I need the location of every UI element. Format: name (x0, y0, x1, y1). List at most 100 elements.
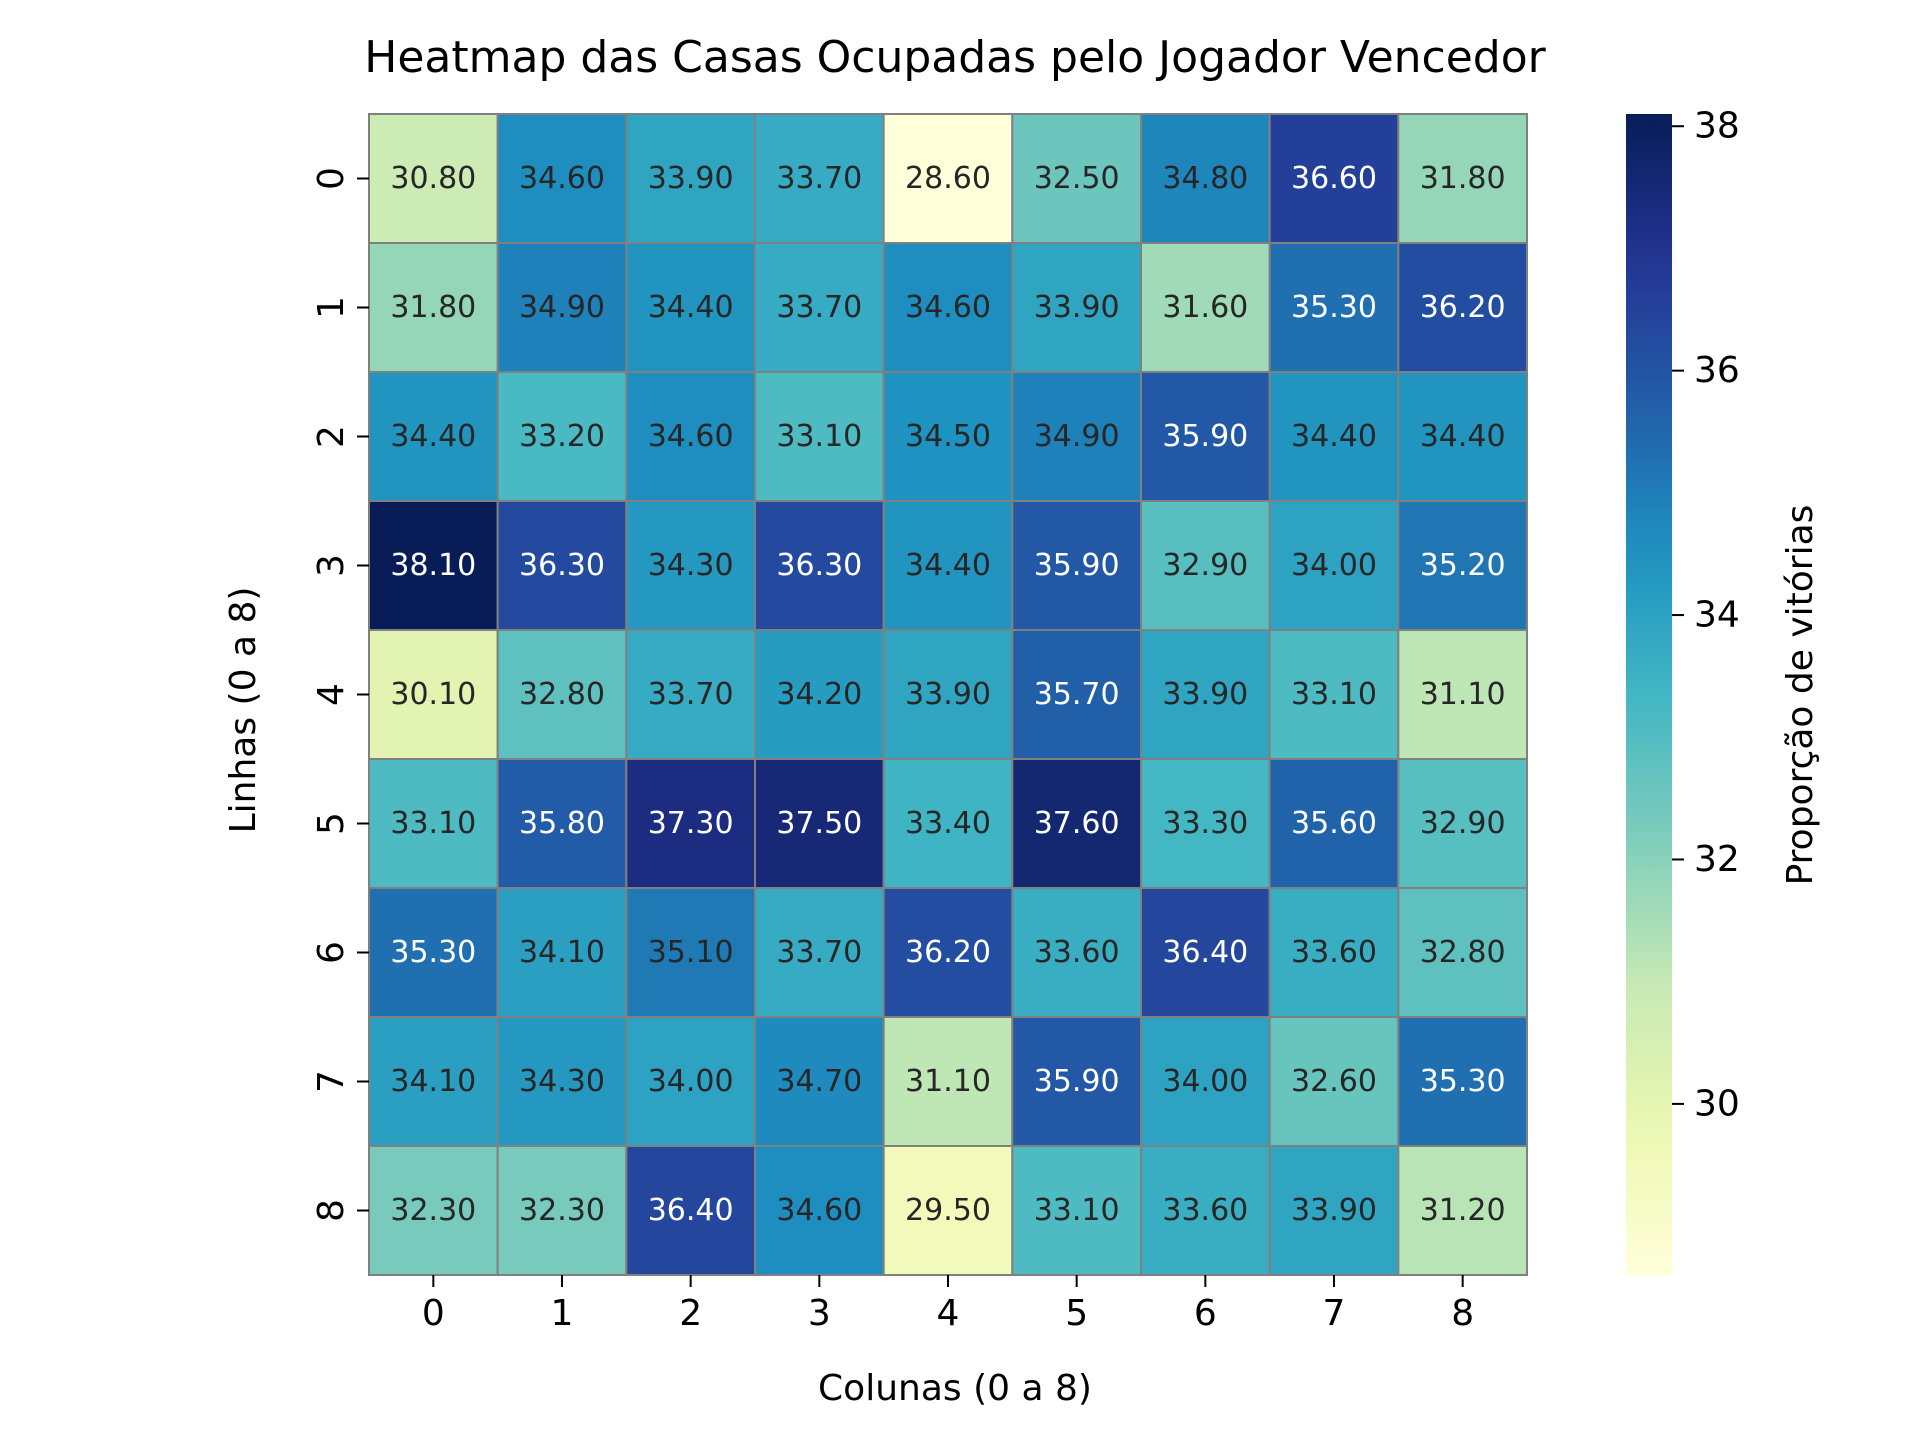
cell-value-label: 31.60 (1162, 290, 1248, 325)
cell-value-label: 33.90 (1291, 1193, 1377, 1228)
x-tick-label: 7 (1323, 1293, 1346, 1334)
heatmap-cell (625, 1016, 756, 1147)
heatmap-cell (625, 758, 756, 889)
y-axis-ticks: 0 1 2 3 4 5 6 7 8 (311, 167, 369, 1222)
heatmap-cell (1397, 242, 1529, 373)
heatmap-cell (882, 758, 1014, 889)
heatmap-cell (496, 371, 628, 502)
heatmap-cell (1397, 1145, 1529, 1276)
cell-value-label: 35.60 (1291, 806, 1377, 841)
cell-value-label: 33.10 (1034, 1193, 1120, 1228)
heatmap-cell (496, 1145, 628, 1276)
y-tick-label: 3 (311, 554, 352, 577)
cell-value-label: 31.20 (1420, 1193, 1506, 1228)
colorbar-label: Proporção de vitórias (1780, 505, 1821, 886)
cell-value-label: 36.60 (1291, 161, 1377, 196)
cell-value-label: 33.10 (390, 806, 476, 841)
heatmap-cell (368, 371, 499, 502)
colorbar-ticks: 30 32 34 36 38 (1672, 106, 1740, 1124)
cell-value-label: 34.00 (1291, 548, 1377, 583)
cell-value-label: 33.60 (1162, 1193, 1248, 1228)
cell-value-label: 33.10 (1291, 677, 1377, 712)
x-tick-label: 4 (937, 1293, 960, 1334)
cell-value-label: 37.50 (776, 806, 862, 841)
cell-value-label: 34.10 (519, 935, 605, 970)
cell-value-label: 34.30 (519, 1064, 605, 1099)
heatmap-cell (625, 629, 756, 760)
heatmap-cell (496, 629, 628, 760)
heatmap-cell (754, 113, 885, 244)
cell-value-label: 32.80 (1420, 935, 1506, 970)
heatmap-cell (496, 758, 628, 889)
x-axis-label: Colunas (0 a 8) (818, 1368, 1092, 1409)
cell-value-label: 35.90 (1034, 1064, 1120, 1099)
heatmap-cell (1011, 629, 1142, 760)
cell-value-label: 34.80 (1162, 161, 1248, 196)
cell-value-label: 36.40 (648, 1193, 734, 1228)
cell-value-label: 31.10 (1420, 677, 1506, 712)
heatmap-cell (754, 1145, 885, 1276)
cell-value-label: 34.00 (1162, 1064, 1248, 1099)
cell-value-label: 34.30 (648, 548, 734, 583)
cell-value-label: 34.60 (519, 161, 605, 196)
cell-value-label: 34.90 (519, 290, 605, 325)
heatmap-cell (1011, 113, 1142, 244)
cell-value-label: 35.30 (390, 935, 476, 970)
heatmap-cell (1397, 371, 1529, 502)
cell-value-label: 37.30 (648, 806, 734, 841)
heatmap-cell (368, 629, 499, 760)
heatmap-cell (496, 500, 628, 631)
cell-value-label: 33.90 (905, 677, 991, 712)
cell-value-label: 33.70 (648, 677, 734, 712)
cell-value-label: 34.40 (1291, 419, 1377, 454)
cell-value-label: 34.90 (1034, 419, 1120, 454)
cell-value-label: 32.80 (519, 677, 605, 712)
cell-value-label: 33.30 (1162, 806, 1248, 841)
heatmap-cell (1140, 371, 1271, 502)
cell-value-label: 31.80 (390, 290, 476, 325)
cell-value-label: 32.30 (519, 1193, 605, 1228)
x-tick-label: 3 (808, 1293, 831, 1334)
cell-value-label: 36.40 (1162, 935, 1248, 970)
cell-value-label: 31.10 (905, 1064, 991, 1099)
cell-value-label: 35.20 (1420, 548, 1506, 583)
heatmap-cell (882, 371, 1014, 502)
cell-value-label: 34.40 (905, 548, 991, 583)
heatmap-cell (625, 113, 756, 244)
heatmap-cell (625, 1145, 756, 1276)
heatmap-cell (496, 887, 628, 1018)
heatmap-cell (882, 887, 1014, 1018)
heatmap-cell (754, 1016, 885, 1147)
cell-value-label: 32.50 (1034, 161, 1120, 196)
cell-value-label: 33.60 (1034, 935, 1120, 970)
heatmap-cell (1140, 1145, 1271, 1276)
cell-value-label: 35.80 (519, 806, 605, 841)
colorbar-tick-label: 32 (1694, 839, 1740, 880)
y-tick-label: 0 (311, 167, 352, 190)
colorbar-tick-label: 38 (1694, 106, 1740, 147)
heatmap-cell (368, 758, 499, 889)
cell-value-label: 33.70 (776, 290, 862, 325)
heatmap-cell (1268, 758, 1400, 889)
y-tick-label: 7 (311, 1070, 352, 1093)
cell-value-label: 34.60 (648, 419, 734, 454)
cell-value-label: 29.50 (905, 1193, 991, 1228)
x-tick-label: 5 (1065, 1293, 1088, 1334)
y-tick-label: 4 (311, 683, 352, 706)
heatmap-cell (882, 1016, 1014, 1147)
cell-value-label: 33.90 (1162, 677, 1248, 712)
cell-value-label: 32.60 (1291, 1064, 1377, 1099)
cell-value-label: 32.90 (1162, 548, 1248, 583)
heatmap-cell (368, 887, 499, 1018)
heatmap-cell (1140, 1016, 1271, 1147)
heatmap-cell (368, 500, 499, 631)
cell-value-label: 34.50 (905, 419, 991, 454)
cell-value-label: 34.70 (776, 1064, 862, 1099)
heatmap-cell (1011, 758, 1142, 889)
cell-value-label: 35.30 (1420, 1064, 1506, 1099)
cell-value-label: 32.90 (1420, 806, 1506, 841)
y-tick-label: 6 (311, 941, 352, 964)
cell-value-label: 36.20 (1420, 290, 1506, 325)
x-tick-label: 2 (679, 1293, 702, 1334)
